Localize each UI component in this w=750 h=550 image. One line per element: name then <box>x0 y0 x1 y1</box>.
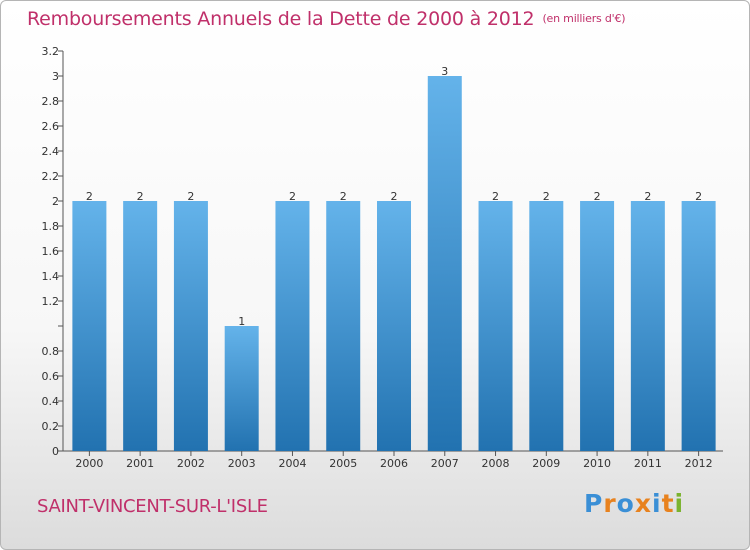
bar <box>478 201 513 451</box>
chart-unit: (en milliers d'€) <box>542 12 626 25</box>
x-tick-label: 2005 <box>329 457 357 470</box>
data-label: 2 <box>86 190 93 203</box>
x-tick-label: 2004 <box>278 457 306 470</box>
y-tick-label: 0.8 <box>42 345 60 358</box>
y-tick-label: 0.2 <box>42 420 60 433</box>
bar <box>123 201 158 451</box>
y-tick-label: 0 <box>52 445 59 458</box>
bar <box>377 201 411 451</box>
bar <box>275 201 310 451</box>
y-tick-label: 3.2 <box>42 45 60 58</box>
data-label: 2 <box>340 190 347 203</box>
y-tick-label: 0.6 <box>42 370 60 383</box>
x-tick-label: 2007 <box>431 457 459 470</box>
proxiti-logo: Proxiti <box>584 489 684 518</box>
x-tick-label: 2000 <box>75 457 103 470</box>
x-tick-label: 2002 <box>177 457 205 470</box>
chart-title-text: Remboursements Annuels de la Dette de 20… <box>27 8 535 30</box>
data-label: 2 <box>492 190 499 203</box>
data-label: 1 <box>238 315 245 328</box>
commune-name: SAINT-VINCENT-SUR-L'ISLE <box>37 496 268 517</box>
data-label: 2 <box>187 190 194 203</box>
logo-letter: P <box>584 489 604 518</box>
data-label: 2 <box>391 190 398 203</box>
y-tick-label: 1.2 <box>42 295 60 308</box>
x-tick-label: 2006 <box>380 457 408 470</box>
x-tick-label: 2001 <box>126 457 154 470</box>
bar <box>427 76 462 451</box>
chart-title: Remboursements Annuels de la Dette de 20… <box>27 8 626 30</box>
bar <box>72 201 107 451</box>
y-tick-label: 0.4 <box>42 395 60 408</box>
bar <box>529 201 564 451</box>
logo-letter: i <box>652 489 662 518</box>
y-tick-label: 3 <box>52 70 59 83</box>
data-label: 2 <box>695 190 702 203</box>
data-label: 2 <box>137 190 144 203</box>
bar <box>224 326 259 451</box>
y-tick-label: 1.6 <box>42 245 60 258</box>
bar <box>173 201 208 451</box>
logo-letter: i <box>674 489 685 518</box>
y-tick-label: 1.4 <box>42 270 60 283</box>
data-label: 2 <box>289 190 296 203</box>
logo-letter: t <box>661 489 675 518</box>
x-tick-label: 2003 <box>228 457 256 470</box>
y-tick-label: 2.8 <box>42 95 60 108</box>
bar <box>681 201 716 451</box>
data-label: 3 <box>441 65 448 78</box>
y-tick-label: 1.8 <box>42 220 60 233</box>
logo-letter: o <box>616 489 635 518</box>
y-tick-label: 2.6 <box>42 120 60 133</box>
x-tick-label: 2010 <box>583 457 611 470</box>
y-tick-label: 2.2 <box>42 170 60 183</box>
bar <box>326 201 361 451</box>
data-label: 2 <box>543 190 550 203</box>
y-tick-label: 2.4 <box>42 145 60 158</box>
data-label: 2 <box>644 190 651 203</box>
y-tick-label: 2 <box>52 195 59 208</box>
x-tick-label: 2012 <box>685 457 713 470</box>
bar <box>580 201 615 451</box>
logo-letter: x <box>634 489 652 518</box>
x-tick-label: 2009 <box>532 457 560 470</box>
logo-letter: r <box>603 489 617 518</box>
data-label: 2 <box>594 190 601 203</box>
bar <box>630 201 665 451</box>
x-tick-label: 2011 <box>634 457 662 470</box>
x-tick-label: 2008 <box>482 457 510 470</box>
